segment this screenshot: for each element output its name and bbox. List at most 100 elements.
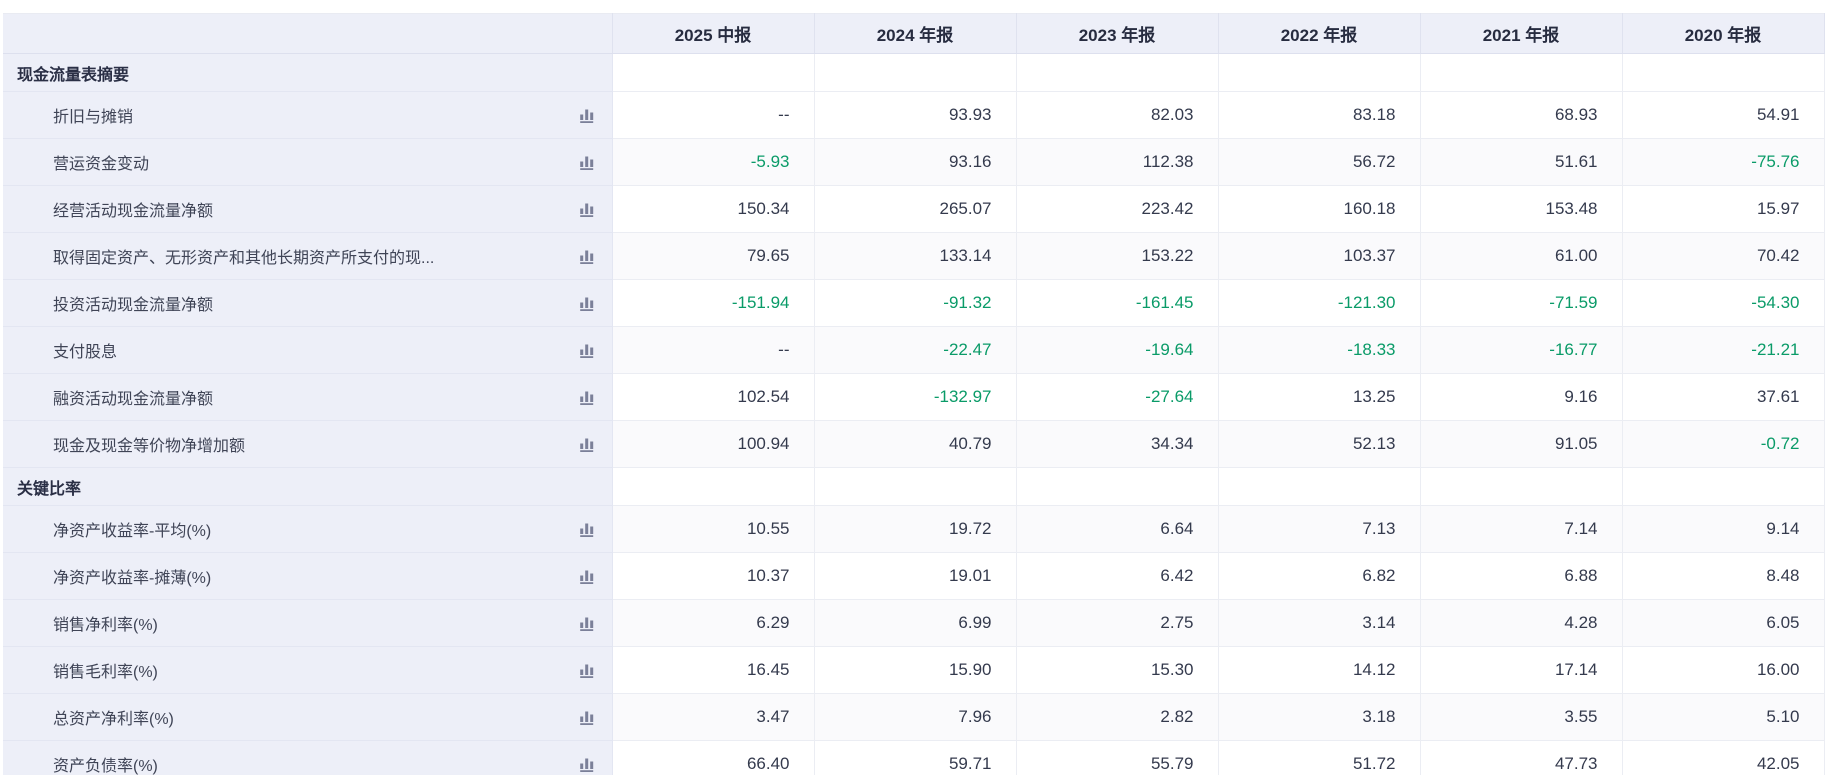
row-label-cell: 营运资金变动: [3, 138, 613, 186]
value-cell: -22.47: [814, 326, 1017, 374]
row-label-cell: 取得固定资产、无形资产和其他长期资产所支付的现...: [3, 232, 613, 280]
value-cell: -19.64: [1016, 326, 1219, 374]
row-label-cell: 经营活动现金流量净额: [3, 185, 613, 233]
value-cell: 6.05: [1622, 599, 1825, 647]
row-label-cell: 销售毛利率(%): [3, 646, 613, 694]
header-corner-cell: [3, 13, 613, 54]
value-cell: 68.93: [1420, 91, 1623, 139]
value-cell: 5.10: [1622, 693, 1825, 741]
row-label: 投资活动现金流量净额: [53, 297, 214, 314]
table-row: 取得固定资产、无形资产和其他长期资产所支付的现... 79.65 133.14 15…: [3, 232, 1825, 280]
value-cell: -161.45: [1016, 279, 1219, 327]
value-cell: 100.94: [612, 420, 815, 468]
bar-chart-icon[interactable]: [576, 659, 598, 681]
empty-cell: [612, 467, 815, 506]
value-cell: 59.71: [814, 740, 1017, 775]
column-header: 2025 中报: [612, 13, 815, 54]
header-row: 2025 中报 2024 年报 2023 年报 2022 年报 2021 年报 2020 …: [3, 13, 1825, 54]
value-cell: --: [612, 91, 815, 139]
value-cell: 3.18: [1218, 693, 1421, 741]
financial-table: 2025 中报 2024 年报 2023 年报 2022 年报 2021 年报 2020 …: [3, 13, 1825, 775]
bar-chart-icon[interactable]: [576, 292, 598, 314]
row-label: 融资活动现金流量净额: [53, 391, 214, 408]
row-label: 资产负债率(%): [53, 758, 158, 775]
row-label-cell: 融资活动现金流量净额: [3, 373, 613, 421]
bar-chart-icon[interactable]: [576, 104, 598, 126]
section-label-cell: 现金流量表摘要: [3, 53, 613, 92]
table-row: 现金及现金等价物净增加额 100.94 40.79 34.34 52.13 91.05-…: [3, 420, 1825, 468]
empty-cell: [612, 53, 815, 92]
value-cell: 133.14: [814, 232, 1017, 280]
bar-chart-icon[interactable]: [576, 706, 598, 728]
row-label: 销售毛利率(%): [53, 664, 158, 681]
row-label: 销售净利率(%): [53, 617, 158, 634]
value-cell: 160.18: [1218, 185, 1421, 233]
row-label-cell: 现金及现金等价物净增加额: [3, 420, 613, 468]
value-cell: 10.37: [612, 552, 815, 600]
row-label: 支付股息: [53, 344, 118, 361]
value-cell: 13.25: [1218, 373, 1421, 421]
bar-chart-icon[interactable]: [576, 565, 598, 587]
value-cell: 52.13: [1218, 420, 1421, 468]
bar-chart-icon[interactable]: [576, 339, 598, 361]
value-cell: 8.48: [1622, 552, 1825, 600]
bar-chart-icon[interactable]: [576, 753, 598, 775]
table-row: 净资产收益率-摊薄(%) 10.37 19.01 6.42 6.82 6.88 8.48: [3, 552, 1825, 600]
row-label: 折旧与摊销: [53, 109, 134, 126]
value-cell: 40.79: [814, 420, 1017, 468]
value-cell: 2.82: [1016, 693, 1219, 741]
row-label-cell: 投资活动现金流量净额: [3, 279, 613, 327]
value-cell: 9.16: [1420, 373, 1623, 421]
section-row: 现金流量表摘要: [3, 53, 1825, 92]
empty-cell: [1622, 53, 1825, 92]
bar-chart-icon[interactable]: [576, 198, 598, 220]
bar-chart-icon[interactable]: [576, 612, 598, 634]
value-cell: 82.03: [1016, 91, 1219, 139]
row-label: 净资产收益率-摊薄(%): [53, 570, 212, 587]
row-label: 总资产净利率(%): [53, 711, 174, 728]
value-cell: 6.64: [1016, 505, 1219, 553]
value-cell: 79.65: [612, 232, 815, 280]
empty-cell: [1016, 467, 1219, 506]
value-cell: --: [612, 326, 815, 374]
value-cell: 102.54: [612, 373, 815, 421]
empty-cell: [814, 53, 1017, 92]
bar-chart-icon[interactable]: [576, 245, 598, 267]
value-cell: 6.82: [1218, 552, 1421, 600]
table-row: 支付股息 -- -22.47 -19.64 -18.33 -16.77 -21.21: [3, 326, 1825, 374]
value-cell: 19.72: [814, 505, 1017, 553]
bar-chart-icon[interactable]: [576, 386, 598, 408]
value-cell: 2.75: [1016, 599, 1219, 647]
empty-cell: [814, 467, 1017, 506]
bar-chart-icon[interactable]: [576, 151, 598, 173]
value-cell: 14.12: [1218, 646, 1421, 694]
value-cell: 265.07: [814, 185, 1017, 233]
value-cell: 6.42: [1016, 552, 1219, 600]
bar-chart-icon[interactable]: [576, 518, 598, 540]
row-label-cell: 资产负债率(%): [3, 740, 613, 775]
table-row: 融资活动现金流量净额 102.54 -132.97 -27.64 13.25 9.16 3…: [3, 373, 1825, 421]
bar-chart-icon[interactable]: [576, 433, 598, 455]
value-cell: -21.21: [1622, 326, 1825, 374]
column-header: 2020 年报: [1622, 13, 1825, 54]
value-cell: 15.30: [1016, 646, 1219, 694]
value-cell: -71.59: [1420, 279, 1623, 327]
row-label-cell: 总资产净利率(%): [3, 693, 613, 741]
row-label-cell: 销售净利率(%): [3, 599, 613, 647]
column-header: 2022 年报: [1218, 13, 1421, 54]
row-label: 净资产收益率-平均(%): [53, 523, 212, 540]
value-cell: 10.55: [612, 505, 815, 553]
table-row: 经营活动现金流量净额 150.34 265.07 223.42 160.18 153.4…: [3, 185, 1825, 233]
section-label-cell: 关键比率: [3, 467, 613, 506]
empty-cell: [1218, 467, 1421, 506]
value-cell: -0.72: [1622, 420, 1825, 468]
value-cell: 153.48: [1420, 185, 1623, 233]
value-cell: 7.14: [1420, 505, 1623, 553]
value-cell: -91.32: [814, 279, 1017, 327]
table-row: 销售净利率(%) 6.29 6.99 2.75 3.14 4.28 6.05: [3, 599, 1825, 647]
column-header: 2024 年报: [814, 13, 1017, 54]
value-cell: 61.00: [1420, 232, 1623, 280]
value-cell: 112.38: [1016, 138, 1219, 186]
row-label: 取得固定资产、无形资产和其他长期资产所支付的现...: [53, 250, 435, 267]
